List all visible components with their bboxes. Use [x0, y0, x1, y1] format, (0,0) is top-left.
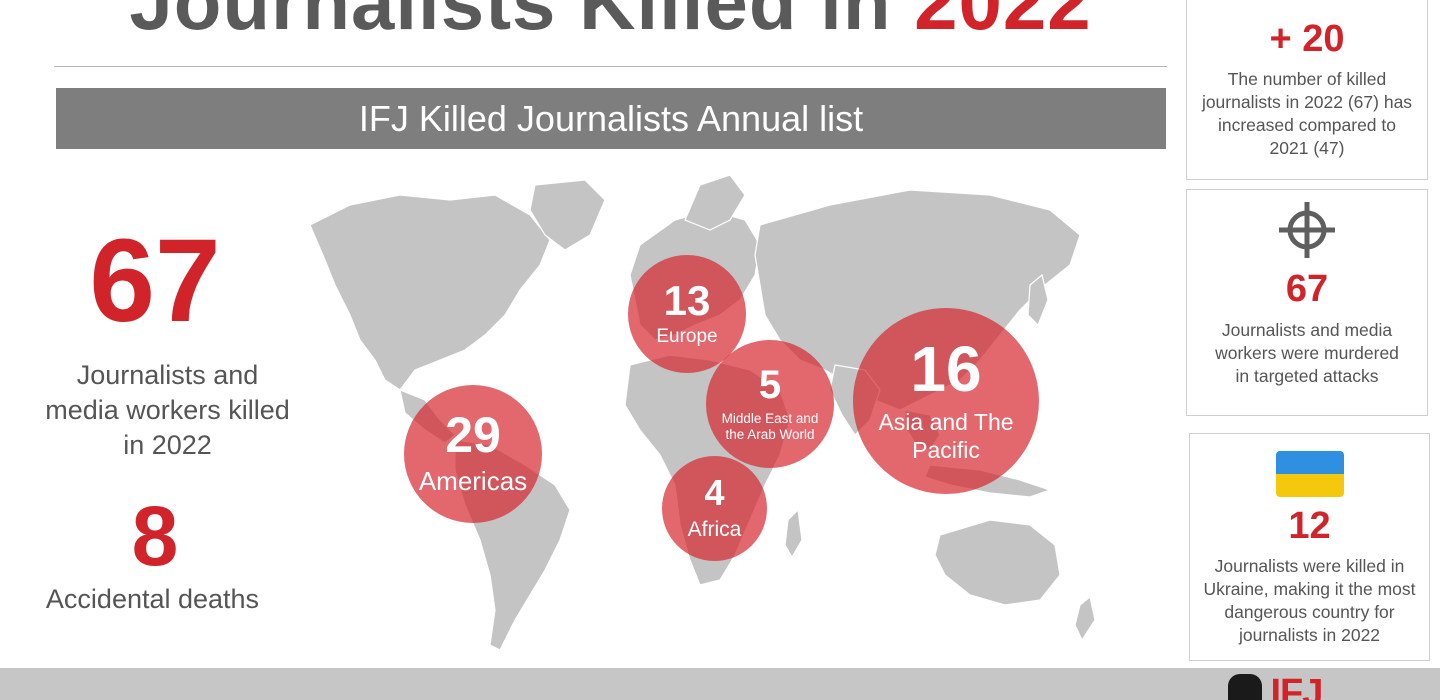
card-ukraine: 12 Journalists were killed in Ukraine, m… [1189, 433, 1430, 661]
crosshair-icon [1279, 202, 1335, 258]
footer-bar [0, 668, 1440, 700]
africa-count: 4 [704, 471, 725, 513]
increase-number: + 20 [1269, 18, 1345, 60]
title-text: Journalists Killed in [129, 0, 892, 46]
targeted-text: Journalists and media workers were murde… [1215, 320, 1399, 386]
australia-shape [934, 519, 1061, 606]
asia-pacific-count: 16 [910, 333, 982, 406]
new-zealand-shape [1074, 595, 1096, 642]
accidental-count: 8 [131, 489, 179, 583]
ukraine-text: Journalists were killed in Ukraine, maki… [1203, 556, 1416, 645]
bubble-americas: 29 Americas [404, 385, 542, 523]
madagascar-shape [784, 508, 803, 559]
greenland-shape [529, 179, 606, 251]
targeted-number: 67 [1285, 268, 1329, 310]
card-targeted: 67 Journalists and media workers were mu… [1186, 189, 1428, 416]
killed-count: 67 [89, 215, 221, 347]
logo-text: IFJ [1270, 674, 1323, 700]
logo-mark-icon [1228, 674, 1262, 700]
bubble-europe: 13 Europe [628, 255, 746, 373]
banner: IFJ Killed Journalists Annual list [56, 88, 1166, 149]
africa-label: Africa [687, 517, 742, 541]
card-increase: + 20 The number of killed journalists in… [1186, 0, 1428, 180]
bubble-middle-east: 5 Middle East and the Arab World [706, 340, 834, 468]
europe-count: 13 [663, 276, 711, 324]
americas-count: 29 [445, 407, 501, 464]
bubble-africa: 4 Africa [662, 456, 767, 561]
title-year: 2022 [914, 0, 1092, 46]
japan-shape [1027, 273, 1049, 327]
ukraine-number: 12 [1288, 505, 1331, 547]
ifj-logo: IFJ [1228, 674, 1322, 700]
north-america-shape [309, 194, 551, 391]
scandinavia-shape [684, 174, 746, 231]
europe-label: Europe [656, 325, 718, 347]
bubble-asia-pacific: 16 Asia and The Pacific [853, 308, 1039, 494]
ukraine-flag-icon [1275, 451, 1344, 497]
americas-label: Americas [418, 466, 528, 497]
page-title: Journalists Killed in 2022 [54, 0, 1167, 41]
increase-text: The number of killed journalists in 2022… [1201, 69, 1413, 158]
asia-pacific-label: Asia and The Pacific [878, 409, 1014, 463]
middle-east-label: Middle East and the Arab World [721, 410, 819, 442]
accidental-text: Accidental deaths [45, 584, 260, 614]
killed-text: Journalists and media workers killed in … [45, 360, 290, 460]
middle-east-count: 5 [758, 362, 782, 407]
title-divider [54, 66, 1167, 67]
